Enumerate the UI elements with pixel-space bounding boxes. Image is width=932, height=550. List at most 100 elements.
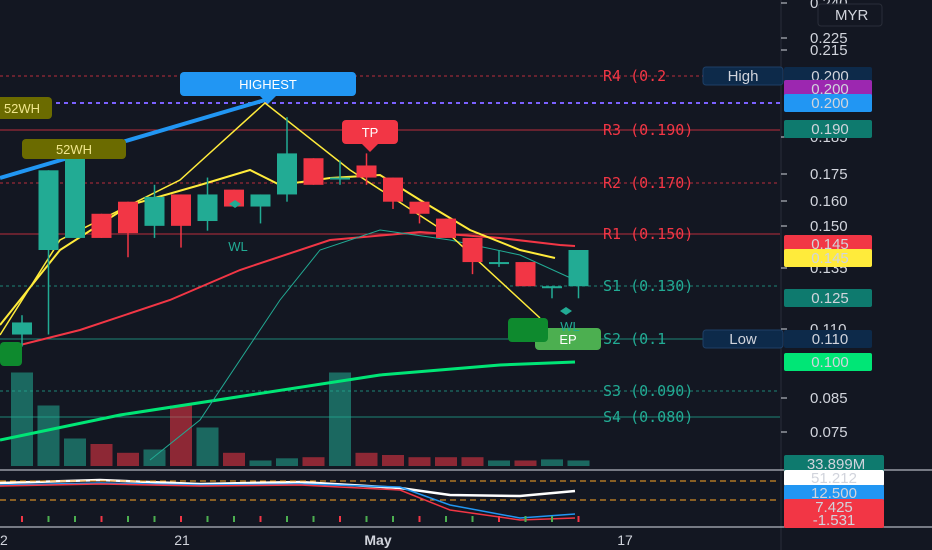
date-tick-label: 21 <box>174 532 190 548</box>
price-tick-label: 0.215 <box>810 42 848 59</box>
price-label-bg <box>784 455 884 473</box>
price-label: 0.200 <box>811 81 849 98</box>
candle-body <box>489 262 509 265</box>
price-label-bg <box>784 94 872 112</box>
volume-bar <box>382 455 404 466</box>
osc-red-line <box>0 483 576 521</box>
tag-label: WL <box>560 319 580 334</box>
level-label-s2: S2 (0.1 <box>603 330 666 348</box>
osc-label: 12.500 <box>811 485 857 502</box>
level-label-r1: R1 (0.150) <box>603 225 693 243</box>
candle-body <box>462 237 483 263</box>
hl-badge-label: Low <box>729 331 757 348</box>
price-label-bg <box>784 353 872 371</box>
price-label-bg <box>784 235 872 253</box>
price-label: 33.899M <box>807 456 865 473</box>
candle-body <box>356 165 377 178</box>
volume-bar <box>276 458 298 466</box>
date-tick-label: May <box>364 532 391 548</box>
volume-bar <box>196 427 219 466</box>
hl-badge <box>702 66 784 86</box>
price-label-bg <box>784 120 872 138</box>
candle-body <box>144 196 165 226</box>
price-axis[interactable]: 0.2400.2250.2150.1850.1750.1600.1500.135… <box>702 0 884 529</box>
candle-body <box>38 170 59 250</box>
volume-bar <box>435 457 457 466</box>
osc-label: 7.425 <box>815 499 853 516</box>
ep-marker <box>508 318 548 342</box>
date-tick-label-edge: 2 <box>0 532 8 548</box>
osc-blue-line <box>0 482 576 519</box>
candle-body <box>303 158 324 185</box>
volume-bar <box>117 452 139 466</box>
price-tick-label: 0.150 <box>810 218 848 235</box>
osc-label-bg <box>784 512 884 528</box>
price-tick-label: 0.225 <box>810 30 848 47</box>
tag-arrow <box>260 96 276 104</box>
volume-bar <box>488 460 510 466</box>
tag-bg <box>180 72 356 96</box>
candle-body <box>91 213 112 238</box>
tag-label: TP <box>362 125 379 140</box>
tag-label: 52WH <box>4 101 40 116</box>
tag-label: EP <box>559 332 576 347</box>
osc-label-bg <box>784 485 884 501</box>
level-label-r3: R3 (0.190) <box>603 121 693 139</box>
volume-bar <box>11 372 33 466</box>
tag-bg <box>535 328 601 350</box>
volume-bar <box>37 405 60 466</box>
volume-bar <box>143 449 166 466</box>
hl-badge-label: High <box>728 68 759 85</box>
ma-red <box>0 230 576 351</box>
candle-body <box>277 153 297 195</box>
currency-box[interactable] <box>817 3 883 27</box>
diamond-marker <box>229 200 241 208</box>
volume-bars <box>11 372 590 466</box>
date-tick-label: 17 <box>617 532 633 548</box>
volume-bar <box>541 459 563 466</box>
candle-body <box>436 218 456 238</box>
tag-label: WL <box>228 239 248 254</box>
volume-bar <box>514 460 537 466</box>
candle-body <box>224 189 244 207</box>
price-label: 0.200 <box>811 95 849 112</box>
candle-body <box>250 194 271 207</box>
volume-bar <box>461 457 484 466</box>
price-label: 0.110 <box>812 331 848 348</box>
level-label-s1: S1 (0.130) <box>603 277 693 295</box>
volume-bar <box>90 444 113 466</box>
candle-body <box>171 194 191 226</box>
diamond-marker <box>560 307 572 315</box>
candle-body <box>409 201 430 214</box>
price-label: 0.100 <box>811 354 849 371</box>
volume-bar <box>567 460 590 466</box>
candle-body <box>568 250 589 287</box>
price-label: 0.145 <box>811 250 849 267</box>
tag-bg <box>22 139 126 159</box>
ma-green <box>0 360 576 442</box>
candle-body <box>383 177 403 202</box>
candle-body <box>330 177 350 180</box>
volume-bar <box>355 452 378 466</box>
oscillator-pane <box>0 480 780 522</box>
candle-body <box>542 286 562 289</box>
price-label-bg <box>784 249 872 267</box>
chart-tags: HIGHEST TP EP 52WH 52WH WL WL <box>0 72 601 366</box>
candles <box>12 117 589 347</box>
hl-badge <box>702 329 784 349</box>
osc-label-bg <box>784 470 884 486</box>
price-label-bg <box>784 80 872 98</box>
price-label: 0.190 <box>811 121 849 138</box>
level-label-s3: S3 (0.090) <box>603 382 693 400</box>
candle-body <box>118 201 138 234</box>
price-label-bg <box>784 330 872 348</box>
currency-label: MYR <box>835 7 869 24</box>
osc-label: -1.531 <box>813 512 856 529</box>
time-axis[interactable]: 2 21 May 17 <box>0 532 633 548</box>
price-label-bg <box>784 289 872 307</box>
price-tick-label: 0.160 <box>810 193 848 210</box>
level-label-r2: R2 (0.170) <box>603 174 693 192</box>
volume-bar <box>302 457 325 466</box>
tag-label: 52WH <box>56 142 92 157</box>
